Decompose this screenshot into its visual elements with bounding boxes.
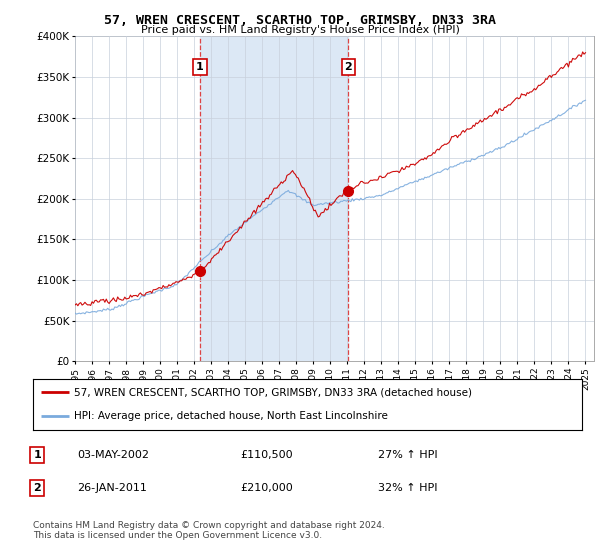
- Text: 1: 1: [34, 450, 41, 460]
- Text: 57, WREN CRESCENT, SCARTHO TOP, GRIMSBY, DN33 3RA: 57, WREN CRESCENT, SCARTHO TOP, GRIMSBY,…: [104, 14, 496, 27]
- Text: Contains HM Land Registry data © Crown copyright and database right 2024.
This d: Contains HM Land Registry data © Crown c…: [33, 521, 385, 540]
- Text: 57, WREN CRESCENT, SCARTHO TOP, GRIMSBY, DN33 3RA (detached house): 57, WREN CRESCENT, SCARTHO TOP, GRIMSBY,…: [74, 388, 472, 398]
- Text: £210,000: £210,000: [240, 483, 293, 493]
- Text: 27% ↑ HPI: 27% ↑ HPI: [378, 450, 437, 460]
- Text: 32% ↑ HPI: 32% ↑ HPI: [378, 483, 437, 493]
- Text: 2: 2: [34, 483, 41, 493]
- Text: 03-MAY-2002: 03-MAY-2002: [77, 450, 149, 460]
- Text: Price paid vs. HM Land Registry's House Price Index (HPI): Price paid vs. HM Land Registry's House …: [140, 25, 460, 35]
- Text: £110,500: £110,500: [240, 450, 293, 460]
- Text: 26-JAN-2011: 26-JAN-2011: [77, 483, 146, 493]
- Text: HPI: Average price, detached house, North East Lincolnshire: HPI: Average price, detached house, Nort…: [74, 411, 388, 421]
- Text: 1: 1: [196, 62, 204, 72]
- Text: 2: 2: [344, 62, 352, 72]
- Bar: [200, 36, 349, 361]
